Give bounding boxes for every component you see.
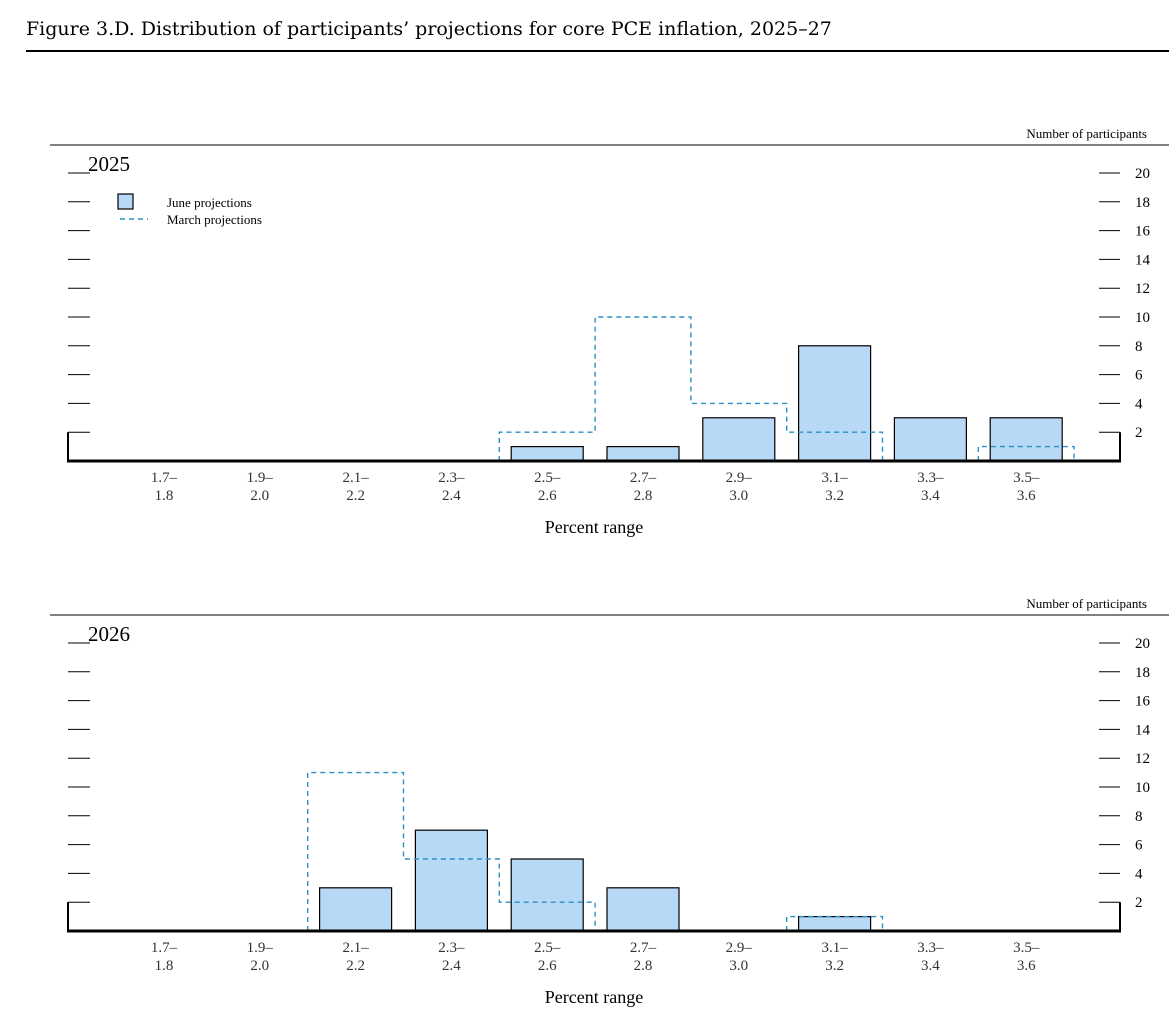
- y-tick-label: 2: [1135, 425, 1143, 441]
- x-tick-label-top: 2.7–: [630, 470, 657, 486]
- march-projection-outline: [307, 771, 884, 931]
- bar-june-3.1: [797, 345, 872, 462]
- x-tick-label-top: 3.5–: [1013, 470, 1040, 486]
- x-tick-label-bottom: 2.8: [634, 958, 653, 974]
- x-tick-label-top: 1.9–: [247, 940, 274, 956]
- bar-june-2.9: [702, 417, 776, 462]
- x-tick-label-bottom: 2.0: [250, 958, 269, 974]
- x-tick-label-bottom: 1.8: [155, 958, 174, 974]
- y-tick-label: 6: [1135, 838, 1143, 854]
- y-tick-label: 6: [1135, 368, 1143, 384]
- y-tick-label: 4: [1135, 396, 1143, 412]
- x-tick-label-top: 3.3–: [917, 940, 944, 956]
- bar-june-3.3: [893, 417, 968, 462]
- x-tick-label-top: 2.3–: [438, 470, 465, 486]
- x-tick-label-bottom: 2.8: [634, 488, 653, 504]
- legend-june-swatch: [117, 193, 134, 210]
- x-tick-label-bottom: 2.4: [442, 958, 461, 974]
- title-rule: [26, 50, 1169, 52]
- panel-title: 2025: [88, 152, 130, 176]
- y-tick-label: 18: [1135, 195, 1150, 211]
- bar-june-2.5: [510, 858, 584, 932]
- y-tick-label: 14: [1135, 722, 1151, 738]
- y-tick-label: 4: [1135, 866, 1143, 882]
- x-tick-label-top: 3.5–: [1013, 940, 1040, 956]
- bar-june-3.5: [989, 417, 1063, 462]
- legend-june-label: June projections: [167, 195, 252, 210]
- x-tick-label-top: 3.3–: [917, 470, 944, 486]
- y-tick-label: 20: [1135, 166, 1150, 182]
- x-tick-label-top: 2.9–: [726, 940, 753, 956]
- x-tick-label-bottom: 2.0: [250, 488, 269, 504]
- x-tick-label-top: 3.1–: [821, 940, 848, 956]
- y-tick-label: 10: [1135, 310, 1150, 326]
- x-tick-label-top: 2.3–: [438, 940, 465, 956]
- y-tick-label: 12: [1135, 751, 1150, 767]
- y-axis-label: Number of participants: [1026, 126, 1147, 141]
- bar-june-2.5: [510, 446, 584, 462]
- x-tick-label-bottom: 3.6: [1017, 958, 1036, 974]
- bar-june-3.1: [797, 916, 872, 932]
- x-tick-label-bottom: 3.2: [825, 488, 844, 504]
- x-tick-label-bottom: 1.8: [155, 488, 174, 504]
- x-tick-label-top: 2.9–: [726, 470, 753, 486]
- x-tick-label-bottom: 3.6: [1017, 488, 1036, 504]
- bar-june-2.7: [606, 887, 680, 932]
- y-axis-label: Number of participants: [1026, 596, 1147, 611]
- x-tick-label-top: 2.1–: [342, 940, 369, 956]
- x-tick-label-bottom: 3.0: [729, 488, 748, 504]
- x-tick-label-top: 2.1–: [342, 470, 369, 486]
- x-tick-label-bottom: 3.2: [825, 958, 844, 974]
- x-tick-label-bottom: 3.4: [921, 488, 940, 504]
- x-tick-label-bottom: 2.6: [538, 488, 557, 504]
- y-tick-label: 18: [1135, 665, 1150, 681]
- x-tick-label-bottom: 2.6: [538, 958, 557, 974]
- y-tick-label: 16: [1135, 224, 1151, 240]
- x-tick-label-top: 3.1–: [821, 470, 848, 486]
- y-tick-label: 2: [1135, 895, 1143, 911]
- x-tick-label-top: 1.7–: [151, 470, 178, 486]
- bar-june-2.1: [319, 887, 393, 932]
- x-tick-label-top: 2.5–: [534, 940, 561, 956]
- chart-2026: Number of participants 2026 2 4 6 8 10 12 14 16 18…: [50, 596, 1169, 1007]
- y-tick-label: 12: [1135, 281, 1150, 297]
- x-tick-label-bottom: 2.4: [442, 488, 461, 504]
- bar-june-2.3: [414, 829, 488, 932]
- y-tick-label: 16: [1135, 694, 1151, 710]
- chart-2025: Number of participants 2025 2 4 6 8 10 12 14 16 18…: [50, 126, 1169, 537]
- x-tick-label-top: 1.7–: [151, 940, 178, 956]
- x-tick-label-top: 2.7–: [630, 940, 657, 956]
- x-tick-label-top: 1.9–: [247, 470, 274, 486]
- figure-title: Figure 3.D. Distribution of participants…: [26, 18, 832, 40]
- x-tick-label-bottom: 2.2: [346, 958, 365, 974]
- legend-march-label: March projections: [167, 212, 262, 227]
- x-tick-label-top: 2.5–: [534, 470, 561, 486]
- y-tick-label: 10: [1135, 780, 1150, 796]
- x-tick-label-bottom: 3.4: [921, 958, 940, 974]
- x-axis-label: Percent range: [545, 987, 643, 1007]
- y-tick-label: 8: [1135, 809, 1143, 825]
- march-projection-outline: [498, 316, 1075, 461]
- x-tick-label-bottom: 3.0: [729, 958, 748, 974]
- y-tick-label: 20: [1135, 636, 1150, 652]
- panel-title: 2026: [88, 622, 130, 646]
- y-tick-label: 14: [1135, 252, 1151, 268]
- bar-june-2.7: [606, 446, 680, 462]
- x-tick-label-bottom: 2.2: [346, 488, 365, 504]
- y-tick-label: 8: [1135, 339, 1143, 355]
- x-axis-label: Percent range: [545, 517, 643, 537]
